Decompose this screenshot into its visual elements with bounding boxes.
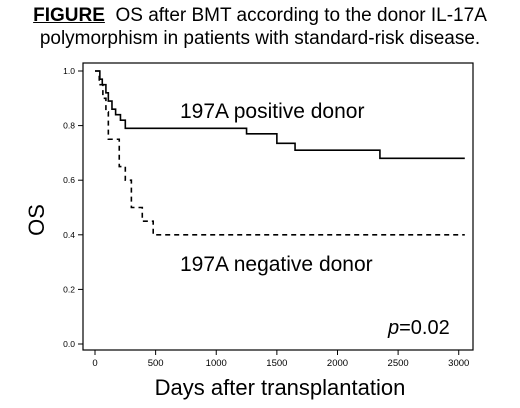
negative-donor-curve [95,70,465,236]
p-value-annotation: p=0.02 [387,317,450,339]
figure-label: FIGURE [33,5,105,26]
y-tick-label: 0.0 [63,339,75,349]
positive-donor-label: 197A positive donor [180,100,364,123]
tick-group: 0 500 1000 1500 2000 2500 3000 0.0 0.2 0.4 0.6 0.8 1… [63,66,469,369]
caption-line-2: polymorphism in patients with standard-r… [39,28,481,49]
caption-text-1: OS after BMT according to the donor IL-1… [115,5,487,26]
x-tick-label: 1000 [206,358,227,369]
y-axis-label: OS [24,204,49,236]
x-tick-label: 1500 [266,358,287,369]
x-axis-label: Days after transplantation [155,375,406,400]
annotation-group: 197A positive donor 197A negative donor p=… [180,100,450,339]
caption-line-1: FIGURE OS after BMT according to the don… [0,4,520,27]
negative-donor-label: 197A negative donor [180,253,373,276]
y-tick-label: 0.8 [63,121,75,131]
y-tick-label: 0.6 [63,175,75,185]
x-tick-label: 2500 [388,358,409,369]
plot-frame [82,62,474,351]
x-tick-label: 0 [92,358,97,369]
y-tick-label: 0.2 [63,284,75,294]
figure-caption: FIGURE OS after BMT according to the don… [0,4,520,50]
x-tick-label: 500 [148,358,164,369]
x-tick-label: 3000 [448,358,469,369]
series-group [95,70,465,236]
y-tick-label: 0.4 [63,230,75,240]
y-tick-label: 1.0 [63,66,75,76]
x-tick-label: 2000 [327,358,348,369]
